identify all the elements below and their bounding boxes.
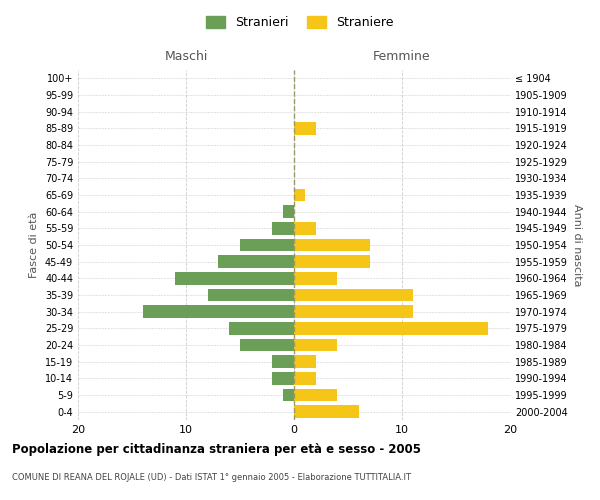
Bar [294,306,413,318]
Bar [294,406,359,418]
Bar [229,322,294,334]
Bar [294,122,316,134]
Bar [283,389,294,401]
Bar [294,289,413,301]
Legend: Stranieri, Straniere: Stranieri, Straniere [202,11,398,34]
Bar [272,222,294,234]
Bar [294,356,316,368]
Bar [218,256,294,268]
Bar [272,356,294,368]
Bar [208,289,294,301]
Bar [294,239,370,251]
Y-axis label: Fasce di età: Fasce di età [29,212,39,278]
Text: Popolazione per cittadinanza straniera per età e sesso - 2005: Popolazione per cittadinanza straniera p… [12,442,421,456]
Text: COMUNE DI REANA DEL ROJALE (UD) - Dati ISTAT 1° gennaio 2005 - Elaborazione TUTT: COMUNE DI REANA DEL ROJALE (UD) - Dati I… [12,472,411,482]
Bar [143,306,294,318]
Bar [240,239,294,251]
Bar [175,272,294,284]
Bar [294,339,337,351]
Bar [294,322,488,334]
Bar [294,188,305,201]
Y-axis label: Anni di nascita: Anni di nascita [572,204,581,286]
Bar [294,256,370,268]
Bar [294,389,337,401]
Bar [283,206,294,218]
Bar [294,222,316,234]
Bar [294,272,337,284]
Text: Maschi: Maschi [164,50,208,64]
Bar [240,339,294,351]
Bar [272,372,294,384]
Bar [294,372,316,384]
Text: Femmine: Femmine [373,50,431,64]
